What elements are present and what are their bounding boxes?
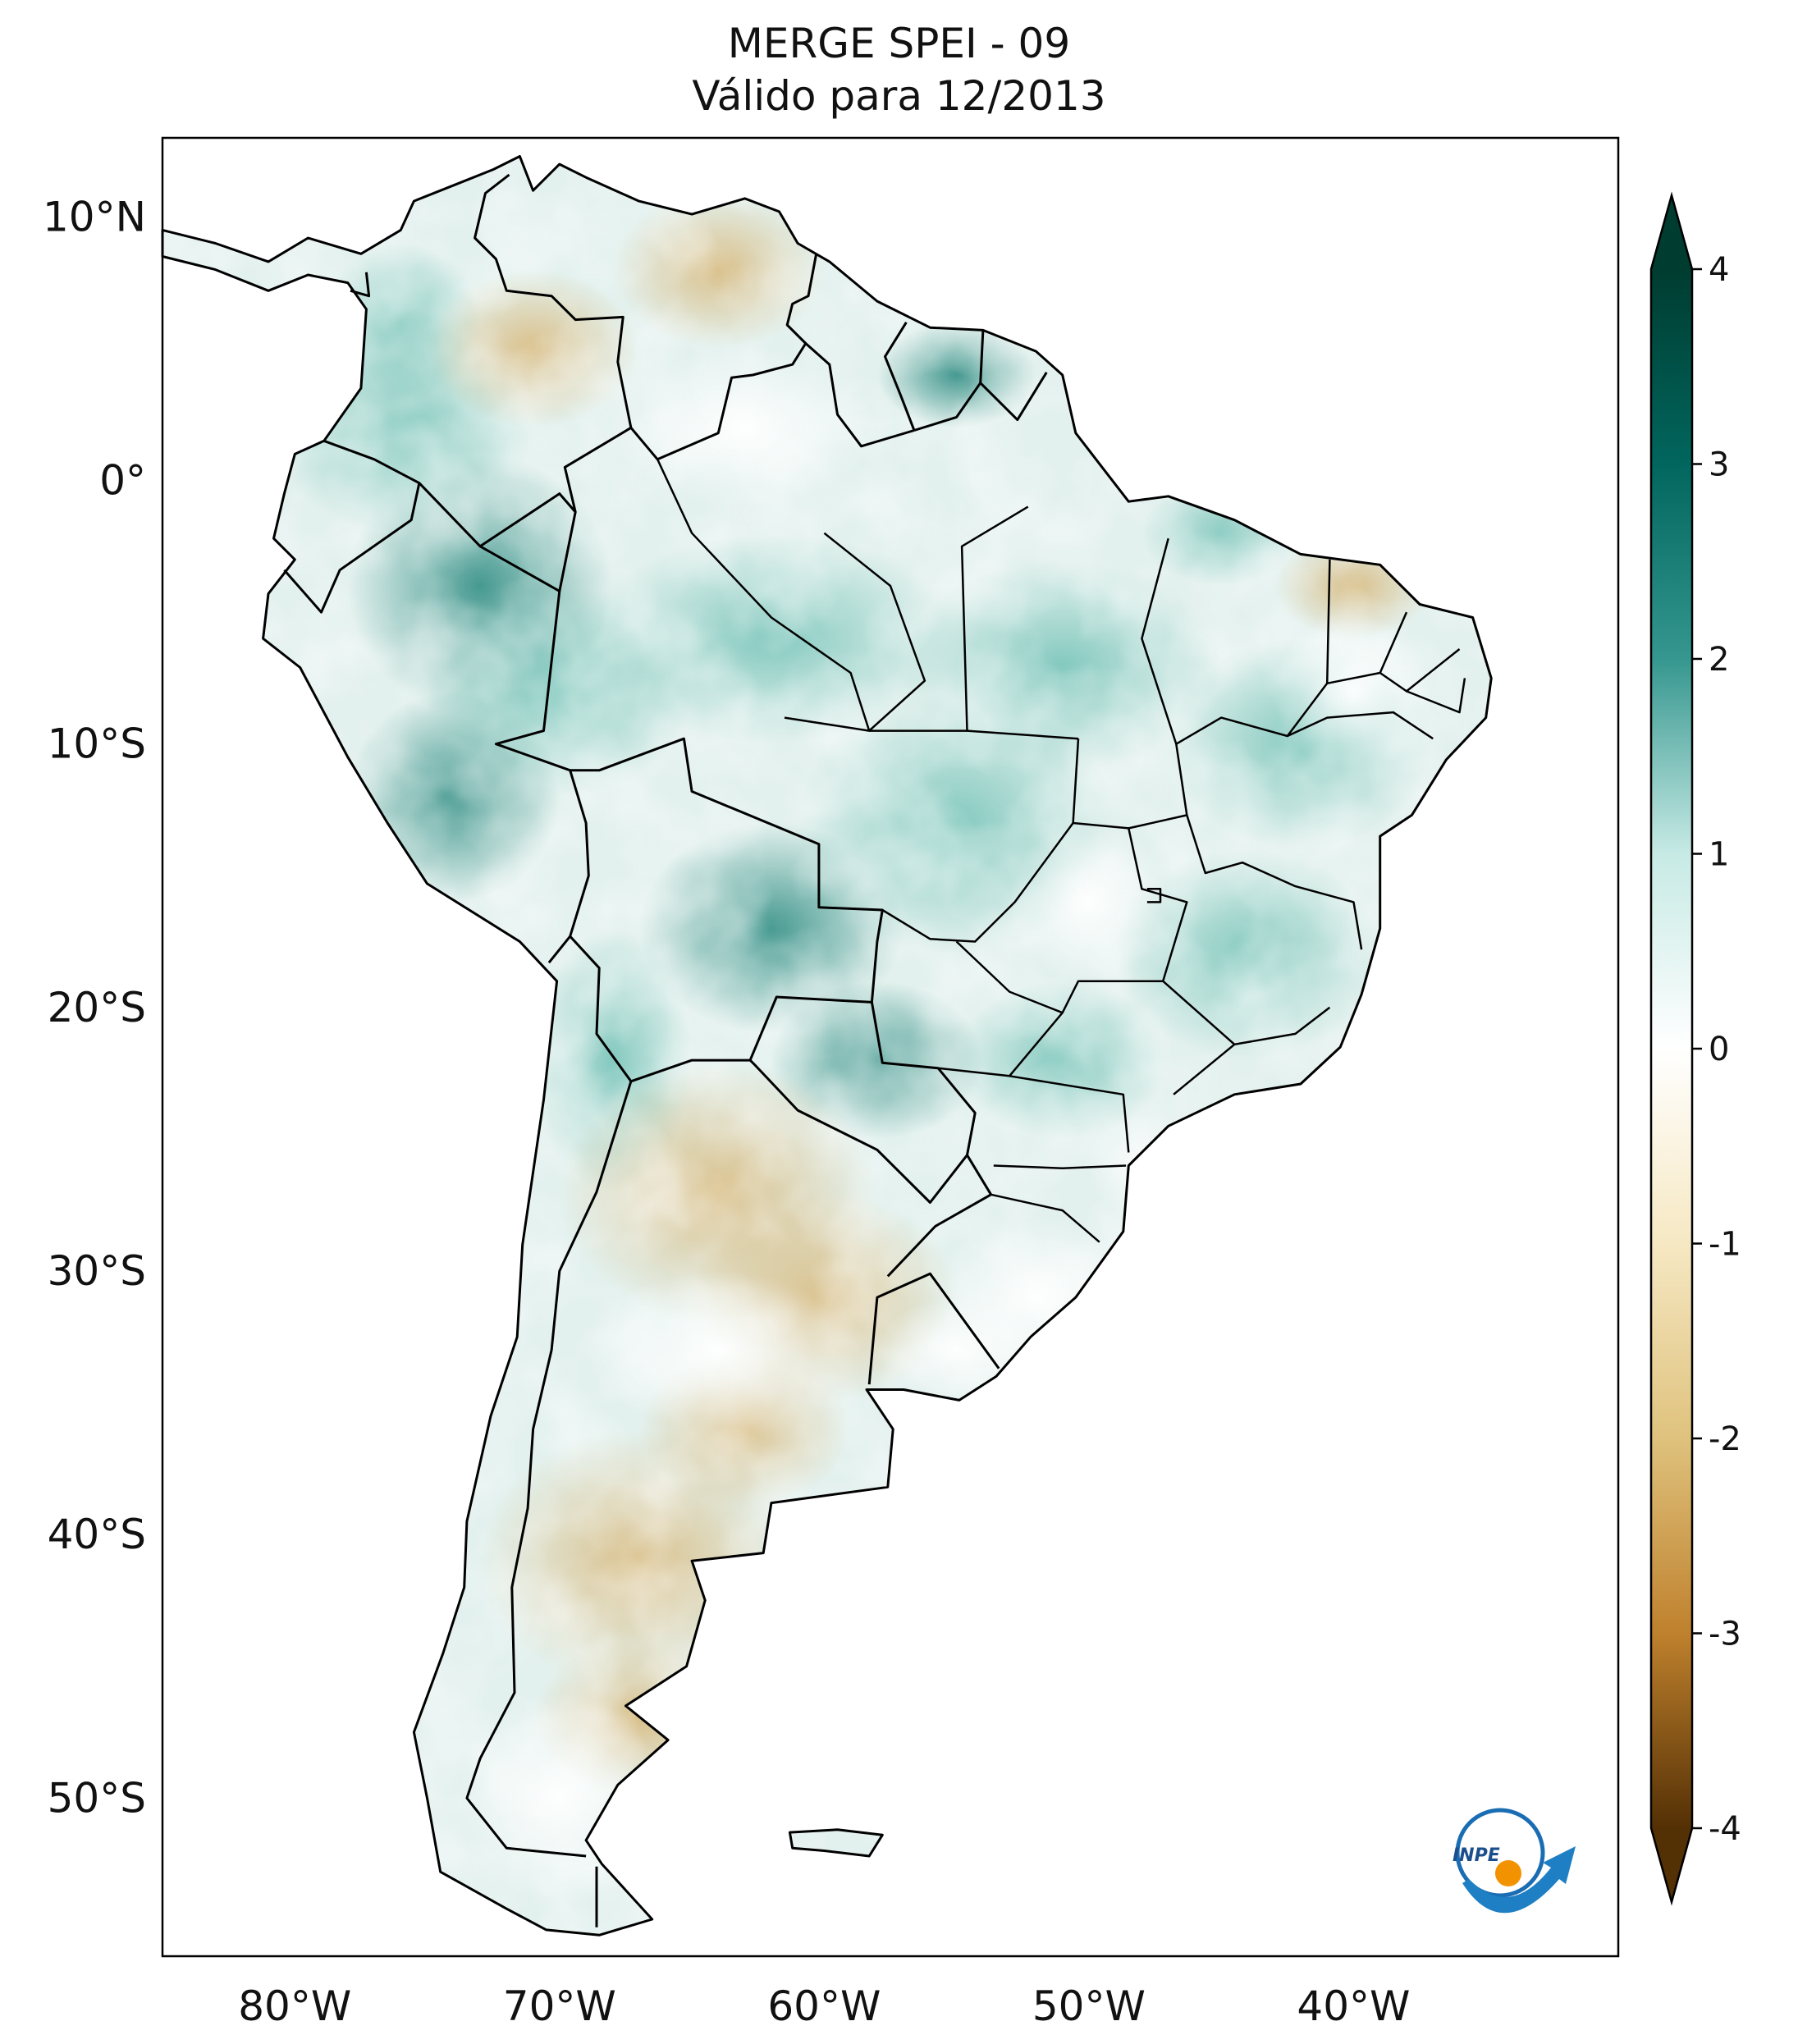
border-line [1173, 1043, 1236, 1095]
border-line [867, 1272, 1000, 1385]
lon-tick-label: 70°W [503, 1982, 616, 2030]
map-subtitle: Válido para 12/2013 [692, 72, 1106, 120]
border-line [979, 372, 1048, 422]
border-line [1186, 815, 1363, 950]
colorbar-tick-label: -2 [1709, 1420, 1741, 1458]
lat-tick-label: 20°S [48, 984, 146, 1031]
longitude-labels: 80°W 70°W 60°W 50°W 40°W [238, 1982, 1410, 2030]
colorbar-top-extension [1651, 195, 1692, 269]
border-line [955, 828, 1188, 1014]
border-line [1009, 1075, 1130, 1153]
border-line [823, 532, 926, 732]
lat-tick-label: 10°S [48, 720, 146, 768]
border-line [479, 492, 577, 548]
border-line [474, 173, 633, 592]
border-line [884, 322, 916, 432]
border-line [161, 155, 1493, 1937]
lon-tick-label: 80°W [238, 1982, 351, 2030]
border-line [804, 342, 915, 448]
border-line [749, 1002, 977, 1204]
border-line [960, 505, 1029, 731]
border-line [1287, 711, 1434, 740]
border-line [657, 459, 871, 732]
lat-tick-label: 0° [99, 457, 146, 505]
border-line [886, 1154, 993, 1278]
latitude-labels: 10°N 0° 10°S 20°S 30°S 40°S 50°S [43, 193, 146, 1822]
inpe-logo: INPE [1453, 1808, 1576, 1914]
border-line [629, 254, 818, 461]
lat-tick-label: 50°S [48, 1774, 146, 1822]
lat-tick-label: 30°S [48, 1247, 146, 1295]
colorbar-tick-label: 2 [1709, 641, 1729, 679]
colorbar-tick-label: 3 [1709, 446, 1729, 484]
border-line [993, 1164, 1127, 1169]
border-line [465, 935, 633, 1858]
border-line [1379, 648, 1461, 693]
lat-tick-label: 40°S [48, 1511, 146, 1558]
colorbar-tick-label: 1 [1709, 836, 1729, 874]
colorbar-tick-label: 4 [1709, 251, 1729, 289]
border-line [881, 822, 1074, 943]
colorbar-tick-label: 0 [1709, 1031, 1729, 1068]
border-line [283, 439, 421, 614]
lon-tick-label: 40°W [1297, 1982, 1410, 2030]
boundaries [161, 155, 1493, 1937]
logo-text: INPE [1453, 1845, 1500, 1866]
lon-tick-label: 60°W [767, 1982, 881, 2030]
colorbar-tick-label: -3 [1709, 1616, 1741, 1653]
colorbar: 4 3 2 1 0 -1 -2 -3 -4 [1649, 191, 1741, 1906]
lat-tick-label: 10°N [43, 193, 146, 240]
border-line [913, 330, 985, 432]
border-line [1162, 980, 1331, 1046]
map-title: MERGE SPEI - 09 [727, 20, 1071, 67]
colorbar-gradient [1651, 269, 1692, 1828]
colorbar-bottom-extension [1651, 1828, 1692, 1902]
border-line [1146, 888, 1162, 903]
border-line [418, 482, 590, 964]
lon-tick-label: 50°W [1032, 1982, 1146, 2030]
map-border [161, 136, 1620, 1958]
border-line [350, 272, 371, 298]
border-line [788, 1828, 884, 1858]
colorbar-tick-label: -4 [1709, 1810, 1741, 1848]
colorbar-tick-label: -1 [1709, 1226, 1741, 1264]
border-line [991, 1193, 1100, 1243]
border-line [1406, 678, 1466, 714]
